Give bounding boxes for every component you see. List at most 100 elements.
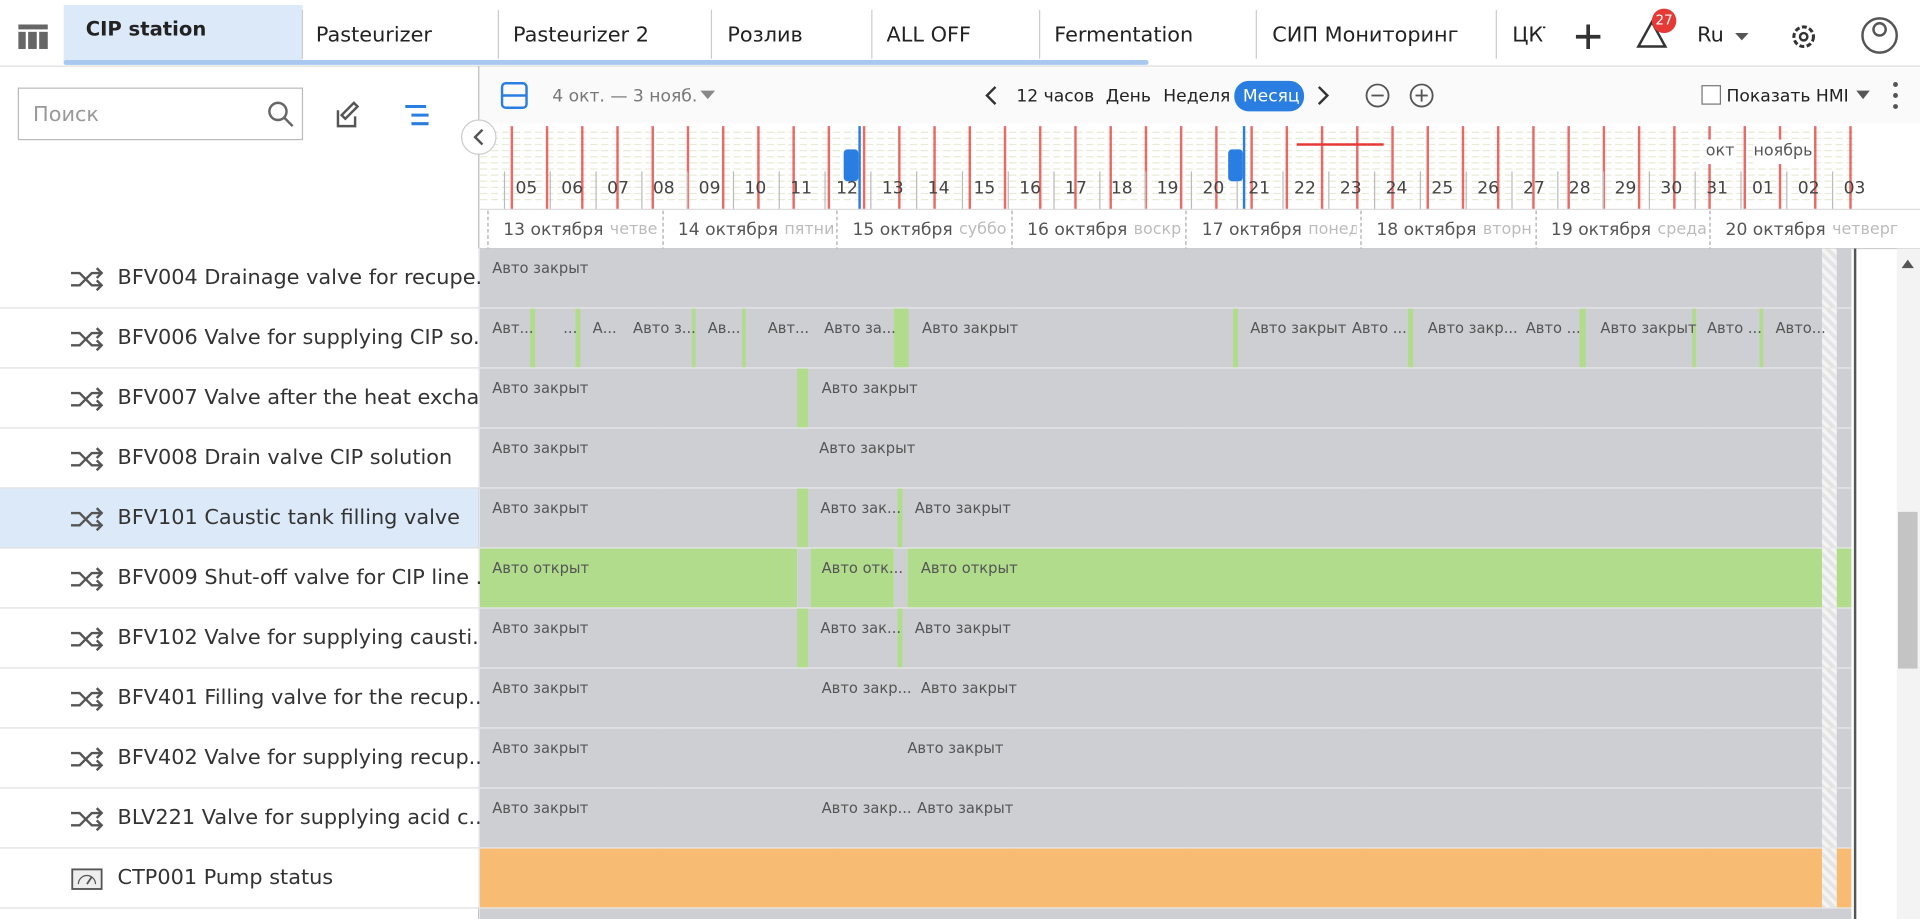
segment-label[interactable]: Авт...: [767, 319, 810, 337]
row-name[interactable]: BFV401 Filling valve for the recup...: [117, 685, 489, 711]
segment-label[interactable]: Авто закрыт: [492, 499, 589, 517]
segment-label[interactable]: Авто закр...: [1427, 319, 1518, 337]
segment-label[interactable]: Авто ...: [1525, 319, 1581, 337]
row-divider: [480, 607, 1852, 609]
segment-label[interactable]: Авто закр...: [821, 799, 912, 817]
segment-label[interactable]: Авто за...: [824, 319, 896, 337]
segment-label[interactable]: Авто закрыт: [492, 259, 589, 277]
segment-label[interactable]: Авто открыт: [492, 559, 590, 577]
segment-label[interactable]: Авто закрыт: [917, 799, 1014, 817]
row-icon: [69, 447, 106, 476]
tab[interactable]: ЦКТ: [1512, 23, 1545, 48]
row-divider: [480, 487, 1852, 489]
segment-label[interactable]: Авто закрыт: [914, 619, 1011, 637]
segment-label[interactable]: Авто закрыт: [492, 379, 589, 397]
row-divider: [480, 907, 1852, 909]
segment-label[interactable]: А...: [592, 319, 617, 337]
overview-month: ноябрь: [1753, 139, 1813, 165]
row-background[interactable]: [0, 548, 479, 609]
tab[interactable]: CIP station: [85, 17, 207, 41]
row-name[interactable]: CTP001 Pump status: [117, 865, 334, 891]
segment-label[interactable]: Авто зак...: [820, 499, 902, 517]
segment-label[interactable]: Авт...: [492, 319, 534, 337]
row-name[interactable]: BFV004 Drainage valve for recupe...: [117, 265, 496, 291]
state-segment: [1692, 308, 1696, 369]
row-name[interactable]: BFV007 Valve after the heat excha...: [117, 385, 500, 411]
alert-count[interactable]: 27: [1655, 12, 1673, 29]
row-divider: [480, 307, 1852, 309]
row-background[interactable]: [0, 368, 479, 429]
segment-label[interactable]: Авто закрыт: [492, 619, 589, 637]
row-name[interactable]: BFV008 Drain valve CIP solution: [117, 445, 453, 471]
segment-label[interactable]: Авто...: [1775, 319, 1826, 337]
date-range[interactable]: 4 окт. — 3 нояб.: [552, 86, 698, 107]
zoom-button[interactable]: 12 часов: [1016, 86, 1095, 107]
state-segment: [1836, 668, 1852, 729]
row-icon: [71, 867, 103, 896]
row-name[interactable]: BFV009 Shut-off valve for CIP line ...: [117, 565, 496, 591]
segment-label[interactable]: Авто ...: [1706, 319, 1762, 337]
row-icon: [69, 507, 106, 536]
search-input[interactable]: Поиск: [33, 102, 100, 128]
zoom-button[interactable]: Месяц: [1242, 86, 1300, 107]
tab[interactable]: Pasteurizer 2: [513, 23, 649, 48]
overview-day: 23: [1339, 178, 1362, 199]
row-background[interactable]: [0, 248, 479, 309]
row-background[interactable]: [0, 668, 479, 729]
date-label: 19 октября: [1550, 220, 1652, 241]
state-segment: [907, 548, 1823, 609]
row-name[interactable]: BLV221 Valve for supplying acid c...: [117, 805, 489, 831]
segment-label[interactable]: Авто закр...: [821, 679, 912, 697]
state-segment: [1822, 728, 1837, 789]
date-label: 15 октября: [852, 220, 953, 241]
segment-label[interactable]: Авто закрыт: [1600, 319, 1697, 337]
segment-label[interactable]: Авто з...: [633, 319, 696, 337]
state-segment: [1822, 308, 1837, 369]
segment-label[interactable]: Ав...: [707, 319, 741, 337]
tab[interactable]: СИП Мониторинг: [1272, 23, 1459, 48]
segment-label[interactable]: Авто ...: [1351, 319, 1407, 337]
show-hmi[interactable]: Показать HMI: [1726, 86, 1849, 107]
overview-day: 20: [1202, 178, 1225, 199]
zoom-button[interactable]: День: [1105, 86, 1151, 107]
row-background[interactable]: [0, 488, 479, 549]
segment-label[interactable]: Авто закрыт: [819, 439, 916, 457]
segment-label[interactable]: Авто закрыт: [907, 739, 1004, 757]
segment-label[interactable]: Авто закрыт: [914, 499, 1011, 517]
segment-label[interactable]: Авто закрыт: [821, 379, 918, 397]
segment-label[interactable]: Авто закрыт: [492, 439, 589, 457]
segment-label[interactable]: Авто закрыт: [492, 679, 589, 697]
segment-label[interactable]: Авто закрыт: [1250, 319, 1347, 337]
row-name[interactable]: BFV101 Caustic tank filling valve: [117, 505, 460, 531]
row-background[interactable]: [0, 608, 479, 669]
state-segment: [691, 308, 696, 369]
segment-label[interactable]: ...: [563, 319, 578, 337]
segment-label[interactable]: Авто отк...: [821, 559, 904, 577]
row-name[interactable]: BFV102 Valve for supplying causti...: [117, 625, 492, 651]
state-segment: [530, 308, 536, 369]
segment-label[interactable]: Авто закрыт: [492, 739, 589, 757]
row-name[interactable]: BFV402 Valve for supplying recup...: [117, 745, 489, 771]
segment-label[interactable]: Авто закрыт: [922, 319, 1019, 337]
segment-label[interactable]: Авто открыт: [920, 559, 1018, 577]
tab[interactable]: ALL OFF: [886, 23, 971, 48]
row-icon: [69, 267, 106, 296]
state-segment: [480, 428, 1823, 489]
segment-label[interactable]: Авто закрыт: [920, 679, 1017, 697]
tab[interactable]: Pasteurizer: [315, 23, 432, 48]
state-segment: [1822, 488, 1837, 549]
tab[interactable]: Fermentation: [1054, 23, 1194, 48]
segment-label[interactable]: Авто закрыт: [492, 799, 589, 817]
row-background[interactable]: [0, 308, 479, 369]
state-segment: [480, 548, 798, 609]
weekday-label: пятни: [784, 220, 834, 239]
row-background[interactable]: [0, 788, 479, 849]
tab[interactable]: Розлив: [727, 23, 803, 48]
zoom-button[interactable]: Неделя: [1163, 86, 1231, 107]
row-name[interactable]: BFV006 Valve for supplying CIP so...: [117, 325, 493, 351]
date-label: 17 октября: [1201, 220, 1302, 241]
language[interactable]: Ru: [1697, 23, 1724, 48]
segment-label[interactable]: Авто зак...: [820, 619, 902, 637]
row-background[interactable]: [0, 728, 479, 789]
row-background[interactable]: [0, 428, 479, 489]
